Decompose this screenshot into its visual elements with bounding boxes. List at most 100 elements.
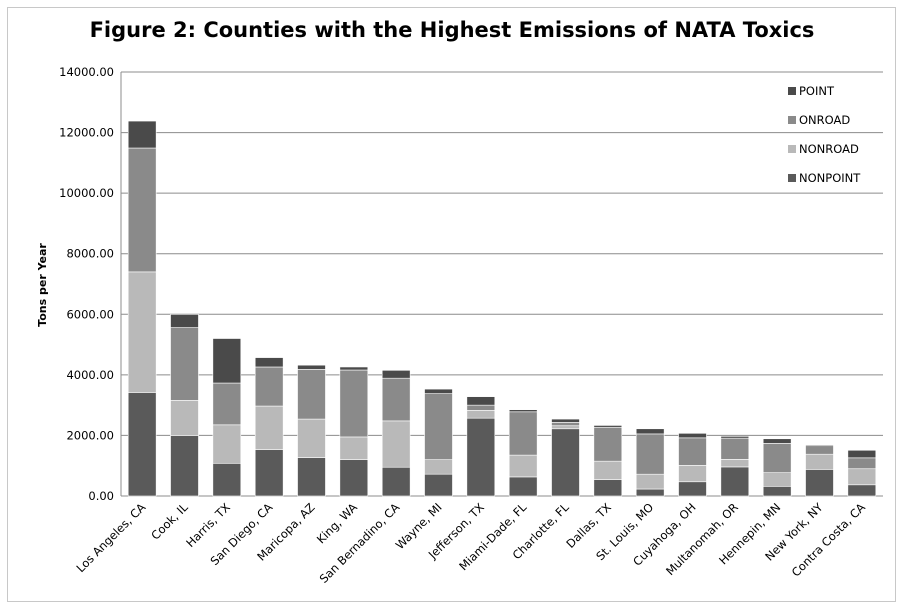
x-tick-label: San Bernadino, CA [317, 500, 403, 586]
bar-segment-nonpoint [678, 481, 707, 497]
bar-segment-nonpoint [593, 479, 623, 497]
bar-segment-nonpoint [339, 459, 369, 497]
bar-segment-onroad [678, 437, 707, 466]
bar-segment-onroad [635, 433, 665, 475]
legend-label-point: POINT [799, 84, 835, 98]
bar-segment-onroad [593, 426, 623, 462]
bar-segment-nonroad [170, 399, 199, 436]
bar-segment-nonpoint [170, 435, 199, 497]
bar-segment-onroad [805, 445, 834, 455]
bar-segment-onroad [551, 422, 580, 427]
bar-segment-point [381, 370, 411, 379]
bar-segment-nonpoint [635, 488, 665, 497]
y-tick-label: 4000.00 [66, 368, 114, 382]
bar-segment-point [593, 425, 623, 428]
bar-segment-nonpoint [212, 462, 242, 497]
bar-segment-nonpoint [127, 392, 157, 497]
legend-label-nonroad: NONROAD [799, 142, 859, 156]
bar-segment-onroad [424, 393, 453, 460]
bar-segment-nonroad [212, 424, 242, 464]
bar-segment-point [847, 449, 877, 459]
x-tick-label: Los Angeles, CA [73, 500, 148, 575]
y-tick-label: 6000.00 [66, 307, 114, 321]
bar-segment-point [212, 338, 242, 384]
y-axis-label: Tons per Year [36, 243, 49, 327]
y-tick-label: 12000.00 [59, 126, 114, 140]
bar-segment-nonroad [678, 465, 707, 483]
bar-segment-onroad [339, 369, 369, 438]
bar-segment-nonroad [847, 468, 877, 486]
x-tick-label: Multanomah, OR [663, 500, 741, 578]
bar-segment-nonpoint [508, 476, 538, 497]
bar-segment-onroad [762, 443, 792, 473]
bar-segment-nonroad [339, 436, 369, 460]
bar-segment-nonroad [551, 425, 580, 430]
bar-segment-point [720, 436, 750, 439]
bar-segment-onroad [254, 366, 284, 407]
bar-segment-onroad [297, 369, 326, 420]
legend-swatch-nonpoint [788, 174, 796, 182]
y-tick-label: 14000.00 [59, 65, 114, 79]
bar-segment-nonroad [424, 459, 453, 475]
bar-segment-point [551, 418, 580, 423]
bar-segment-nonpoint [381, 466, 411, 497]
bar-segment-onroad [170, 327, 199, 401]
bar-segment-nonroad [127, 271, 157, 393]
legend: POINT ONROAD NONROAD NONPOINT [788, 84, 861, 185]
bar-segment-point [170, 313, 199, 328]
bar-segment-nonroad [593, 460, 623, 480]
bar-segment-nonroad [508, 454, 538, 478]
bar-segment-onroad [127, 147, 157, 273]
y-axis-ticks: 0.00 2000.00 4000.00 6000.00 8000.00 10000.00… [59, 65, 114, 503]
bar-segment-nonroad [297, 418, 326, 458]
bar-segment-nonroad [635, 473, 665, 490]
bar-segment-point [127, 120, 157, 149]
bar-segment-nonpoint [254, 449, 284, 497]
bar-segment-onroad [381, 377, 411, 422]
x-tick-label: Cook, IL [148, 500, 191, 543]
bar-segment-nonpoint [847, 484, 877, 497]
bar-segment-onroad [212, 382, 242, 426]
bar-segment-nonroad [805, 453, 834, 470]
y-tick-label: 10000.00 [59, 186, 114, 200]
legend-swatch-onroad [788, 116, 796, 124]
bar-segment-point [762, 438, 792, 444]
bar-segment-nonpoint [424, 473, 453, 497]
bar-segment-point [297, 364, 326, 370]
legend-label-nonpoint: NONPOINT [799, 171, 861, 185]
bars [127, 120, 877, 497]
bar-segment-nonroad [381, 420, 411, 468]
y-tick-label: 0.00 [88, 489, 114, 503]
y-tick-label: 8000.00 [66, 247, 114, 261]
bar-segment-nonpoint [466, 417, 496, 497]
bar-segment-nonpoint [805, 469, 834, 497]
bar-segment-point [805, 444, 834, 447]
x-tick-label: Contra Costa, CA [789, 500, 868, 579]
bar-segment-point [466, 396, 496, 406]
bar-segment-nonpoint [762, 486, 792, 497]
chart-title: Figure 2: Counties with the Highest Emis… [89, 18, 815, 42]
bar-segment-nonroad [762, 472, 792, 487]
bar-segment-point [508, 409, 538, 413]
bar-segment-nonpoint [297, 457, 326, 497]
bar-segment-point [339, 366, 369, 371]
bar-segment-nonroad [254, 405, 284, 450]
bar-segment-point [254, 357, 284, 368]
bar-segment-point [678, 433, 707, 439]
legend-swatch-point [788, 87, 796, 95]
bar-segment-nonroad [720, 459, 750, 468]
legend-swatch-nonroad [788, 145, 796, 153]
bar-segment-onroad [847, 457, 877, 470]
bar-segment-onroad [466, 404, 496, 411]
gridlines [120, 71, 883, 497]
bar-segment-nonpoint [720, 466, 750, 497]
bar-segment-nonpoint [551, 428, 580, 497]
bar-segment-onroad [508, 411, 538, 456]
bar-segment-point [635, 428, 665, 435]
bar-segment-point [424, 388, 453, 394]
bar-segment-onroad [720, 437, 750, 460]
y-tick-label: 2000.00 [66, 428, 114, 442]
bar-segment-nonroad [466, 409, 496, 419]
